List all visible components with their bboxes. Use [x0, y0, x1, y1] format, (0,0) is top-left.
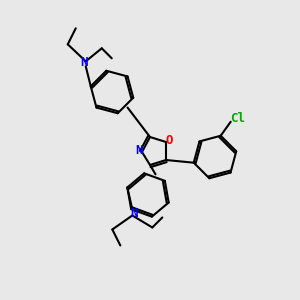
- Text: N: N: [80, 56, 88, 69]
- Text: N: N: [135, 143, 143, 157]
- Text: O: O: [165, 134, 173, 146]
- Text: Cl: Cl: [230, 112, 245, 125]
- Text: N: N: [130, 207, 138, 220]
